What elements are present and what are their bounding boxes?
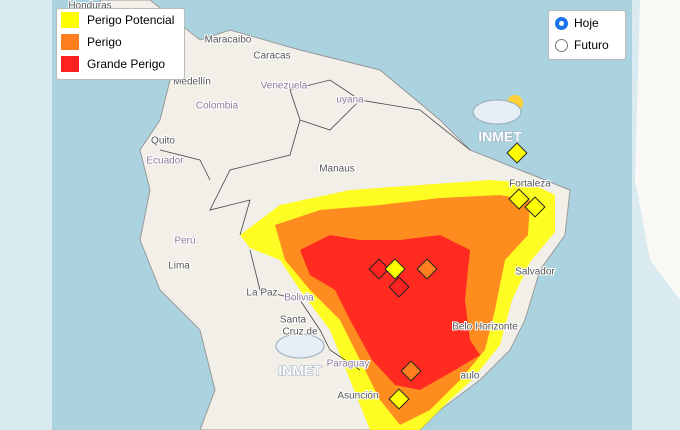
cloud-icon: [275, 333, 325, 359]
place-label: Colombia: [196, 101, 239, 112]
radio-label: Futuro: [574, 38, 609, 52]
period-selector: Hoje Futuro: [548, 10, 626, 60]
legend-label: Perigo Potencial: [87, 13, 175, 27]
place-label: Maracaibo: [205, 35, 252, 46]
place-label: Bolivia: [284, 293, 314, 304]
place-label: Salvador: [515, 267, 555, 278]
place-label: Perú: [174, 236, 195, 247]
radio-option[interactable]: Hoje: [549, 11, 625, 33]
place-label: Ecuador: [146, 156, 184, 167]
radio-button[interactable]: [555, 16, 568, 30]
place-label: Venezuela: [261, 81, 308, 92]
place-label: Santa: [280, 315, 307, 326]
logo: INMET: [478, 129, 522, 145]
legend: Perigo Potencial Perigo Grande Perigo: [56, 8, 185, 80]
legend-swatch: [61, 56, 79, 72]
legend-label: Grande Perigo: [87, 57, 166, 71]
place-label: Manaus: [319, 164, 355, 175]
place-label: Cruz de: [282, 327, 317, 338]
radio-option[interactable]: Futuro: [549, 33, 625, 55]
place-label: Paraguay: [327, 359, 370, 370]
blur-edge: [632, 0, 680, 430]
alert-red: [300, 235, 480, 390]
borders: [159, 79, 471, 371]
place-label: Quito: [151, 136, 175, 147]
legend-item: Grande Perigo: [57, 53, 184, 75]
legend-label: Perigo: [87, 35, 122, 49]
place-label: Caracas: [253, 51, 290, 62]
cloud-icon: [472, 99, 522, 125]
radio-label: Hoje: [574, 16, 599, 30]
warning-icons: [368, 142, 546, 410]
place-label: uyana: [336, 95, 364, 106]
legend-swatch: [61, 12, 79, 28]
place-label: Asunción: [337, 391, 378, 402]
radio-button[interactable]: [555, 38, 568, 52]
legend-item: Perigo: [57, 31, 184, 53]
place-label: La Paz: [246, 288, 277, 299]
place-label: aulo: [461, 371, 480, 382]
legend-swatch: [61, 34, 79, 50]
logo: INMET: [278, 363, 322, 379]
legend-item: Perigo Potencial: [57, 9, 184, 31]
place-label: Fortaleza: [509, 179, 551, 190]
place-label: Lima: [168, 261, 190, 272]
place-label: Belo Horizonte: [452, 322, 518, 333]
blur-edge: [0, 0, 52, 430]
